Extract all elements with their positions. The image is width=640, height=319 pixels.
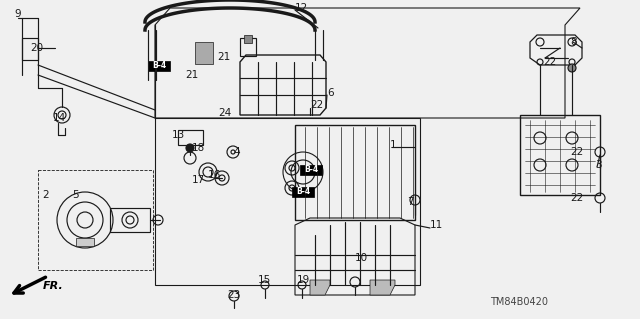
Text: 18: 18 bbox=[192, 143, 205, 153]
Text: 13: 13 bbox=[172, 130, 185, 140]
Text: 10: 10 bbox=[355, 253, 368, 263]
Text: 8: 8 bbox=[570, 37, 577, 47]
Text: 20: 20 bbox=[30, 43, 43, 53]
Text: 2: 2 bbox=[42, 190, 49, 200]
Bar bbox=[195, 42, 213, 64]
Text: 17: 17 bbox=[192, 175, 205, 185]
Bar bbox=[520, 115, 600, 195]
Text: 3: 3 bbox=[595, 160, 602, 170]
Bar bbox=[148, 61, 170, 71]
Text: B-4: B-4 bbox=[152, 62, 166, 70]
Bar bbox=[76, 238, 94, 246]
Text: B-4: B-4 bbox=[304, 166, 318, 174]
Bar bbox=[240, 38, 256, 56]
Text: 12: 12 bbox=[295, 3, 308, 13]
Text: 6: 6 bbox=[327, 88, 333, 98]
Bar bbox=[295, 125, 415, 220]
Text: 5: 5 bbox=[72, 190, 79, 200]
Text: 16: 16 bbox=[208, 170, 221, 180]
Text: 22: 22 bbox=[543, 57, 556, 67]
Text: 11: 11 bbox=[430, 220, 444, 230]
Text: 24: 24 bbox=[218, 108, 231, 118]
Text: 14: 14 bbox=[53, 113, 67, 123]
Bar bbox=[300, 165, 322, 175]
Text: TM84B0420: TM84B0420 bbox=[490, 297, 548, 307]
Bar bbox=[178, 130, 203, 145]
Bar bbox=[22, 38, 38, 60]
Text: 21: 21 bbox=[217, 52, 230, 62]
Text: 1: 1 bbox=[390, 140, 397, 150]
Text: 7: 7 bbox=[407, 197, 413, 207]
Text: 21: 21 bbox=[185, 70, 198, 80]
Circle shape bbox=[186, 144, 194, 152]
Text: 4: 4 bbox=[233, 147, 239, 157]
Text: 23: 23 bbox=[227, 290, 240, 300]
Text: 19: 19 bbox=[297, 275, 310, 285]
Circle shape bbox=[568, 64, 576, 72]
Text: 22: 22 bbox=[310, 100, 323, 110]
Text: B-4: B-4 bbox=[296, 188, 310, 197]
Text: 22: 22 bbox=[570, 193, 583, 203]
Text: 9: 9 bbox=[14, 9, 20, 19]
Polygon shape bbox=[310, 280, 330, 295]
Polygon shape bbox=[370, 280, 395, 295]
Bar bbox=[38, 170, 153, 270]
Text: FR.: FR. bbox=[43, 281, 64, 291]
Bar bbox=[292, 187, 314, 197]
Text: 22: 22 bbox=[570, 147, 583, 157]
Bar bbox=[244, 35, 252, 43]
Bar bbox=[110, 208, 150, 232]
Text: 15: 15 bbox=[258, 275, 271, 285]
